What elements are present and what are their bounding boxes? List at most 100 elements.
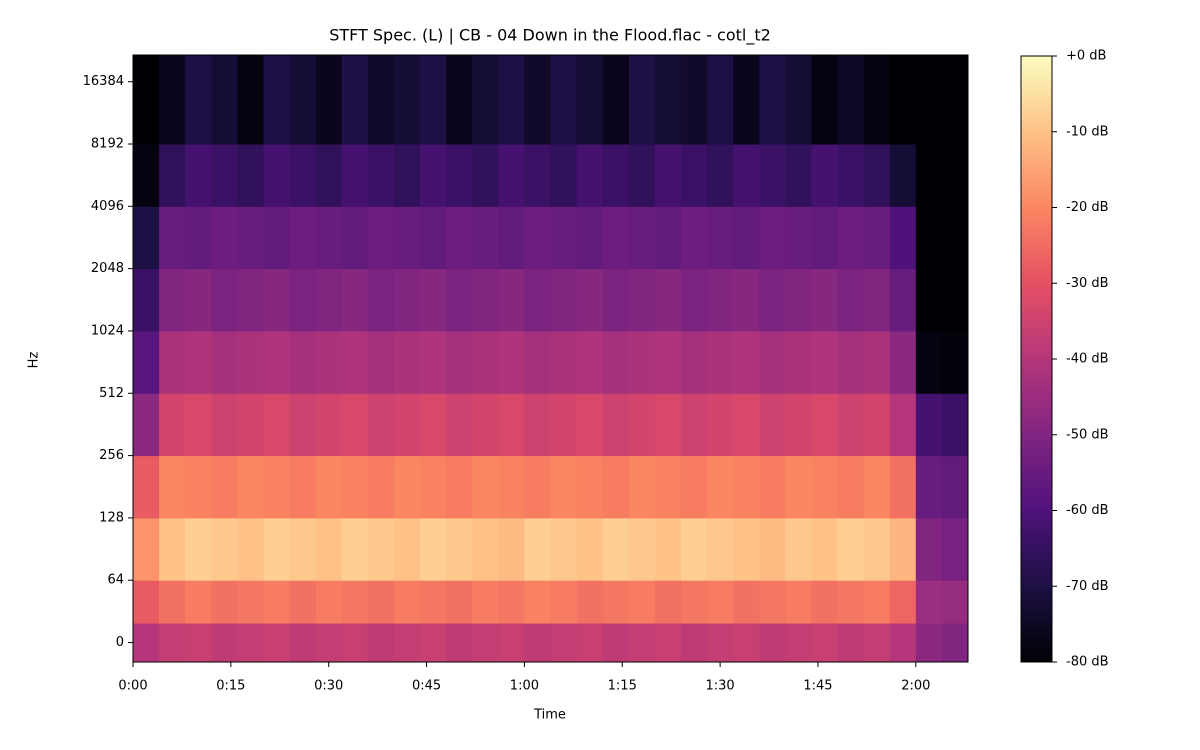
- spectrogram-cell: [680, 206, 708, 270]
- spectrogram-cell: [524, 455, 551, 519]
- spectrogram-cell: [576, 393, 604, 457]
- spectrogram-cell: [498, 144, 525, 207]
- spectrogram-cell: [185, 144, 212, 207]
- spectrogram-cell: [237, 330, 264, 394]
- spectrogram-cell: [707, 206, 734, 270]
- spectrogram-cell: [628, 206, 656, 270]
- spectrogram-cell: [341, 393, 369, 457]
- spectrogram-cell: [863, 206, 891, 270]
- spectrogram-cell: [341, 517, 369, 581]
- spectrogram-cell: [837, 393, 865, 457]
- spectrogram-cell: [733, 206, 760, 270]
- spectrogram-cell: [889, 393, 917, 457]
- spectrogram-cell: [420, 455, 447, 519]
- spectrogram-cell: [550, 206, 578, 270]
- spectrogram-cell: [889, 206, 917, 270]
- spectrogram-cell: [759, 330, 786, 394]
- spectrogram-cell: [289, 393, 317, 457]
- spectrogram-cell: [159, 580, 186, 624]
- spectrogram-cell: [915, 455, 943, 519]
- spectrogram-cell: [211, 580, 238, 624]
- spectrogram-cell: [159, 623, 186, 663]
- spectrogram-cell: [941, 517, 969, 581]
- y-tick-label: 64: [107, 573, 124, 588]
- spectrogram-cell: [446, 268, 473, 332]
- spectrogram-cell: [315, 623, 343, 663]
- spectrogram-cell: [524, 55, 551, 145]
- spectrogram-cell: [785, 623, 812, 663]
- spectrogram-cell: [237, 144, 264, 207]
- spectrogram-cell: [185, 330, 212, 394]
- y-tick-label: 4096: [91, 199, 124, 214]
- spectrogram-cell: [889, 55, 917, 145]
- spectrogram-cell: [654, 268, 682, 332]
- spectrogram-cell: [733, 55, 760, 145]
- spectrogram-cell: [498, 55, 525, 145]
- spectrogram-cell: [289, 55, 317, 145]
- spectrogram-cell: [550, 268, 578, 332]
- spectrogram-cell: [602, 268, 630, 332]
- spectrogram-cell: [811, 206, 839, 270]
- y-tick-label: 1024: [91, 323, 124, 338]
- spectrogram-cell: [263, 517, 291, 581]
- spectrogram-image: [133, 55, 969, 663]
- spectrogram-cell: [315, 144, 343, 207]
- spectrogram-cell: [680, 144, 708, 207]
- spectrogram-cell: [811, 55, 839, 145]
- spectrogram-cell: [472, 580, 499, 624]
- spectrogram-cell: [759, 144, 786, 207]
- spectrogram-cell: [654, 330, 682, 394]
- spectrogram-cell: [811, 268, 839, 332]
- spectrogram-cell: [759, 455, 786, 519]
- spectrogram-cell: [628, 144, 656, 207]
- spectrogram-cell: [707, 330, 734, 394]
- spectrogram-cell: [654, 623, 682, 663]
- spectrogram-cell: [289, 144, 317, 207]
- spectrogram-cell: [941, 206, 969, 270]
- spectrogram-cell: [341, 268, 369, 332]
- spectrogram-cell: [524, 206, 551, 270]
- spectrogram-cell: [289, 268, 317, 332]
- spectrogram-cell: [263, 144, 291, 207]
- spectrogram-cell: [472, 268, 499, 332]
- spectrogram-cell: [576, 455, 604, 519]
- spectrogram-cell: [393, 455, 421, 519]
- x-tick-label: 1:15: [608, 679, 637, 694]
- spectrogram-cell: [863, 330, 891, 394]
- spectrogram-cell: [915, 580, 943, 624]
- spectrogram-cell: [550, 623, 578, 663]
- spectrogram-cell: [733, 393, 760, 457]
- spectrogram-cell: [785, 455, 812, 519]
- spectrogram-cell: [472, 623, 499, 663]
- spectrogram-cell: [889, 580, 917, 624]
- spectrogram-cell: [550, 455, 578, 519]
- spectrogram-cell: [498, 330, 525, 394]
- colorbar-tick-label: -50 dB: [1066, 427, 1109, 442]
- spectrogram-cell: [654, 55, 682, 145]
- y-tick-label: 0: [116, 635, 124, 650]
- spectrogram-cell: [133, 144, 160, 207]
- spectrogram-cell: [133, 623, 160, 663]
- spectrogram-cell: [159, 144, 186, 207]
- spectrogram-cell: [550, 144, 578, 207]
- spectrogram-cell: [367, 580, 395, 624]
- y-tick-label: 512: [99, 386, 124, 401]
- spectrogram-cell: [341, 455, 369, 519]
- colorbar-tick-label: -60 dB: [1066, 503, 1109, 518]
- spectrogram-cell: [759, 623, 786, 663]
- y-tick-label: 128: [99, 510, 124, 525]
- spectrogram-cell: [628, 330, 656, 394]
- spectrogram-cell: [550, 517, 578, 581]
- spectrogram-cell: [576, 144, 604, 207]
- spectrogram-cell: [367, 55, 395, 145]
- spectrogram-cell: [654, 517, 682, 581]
- spectrogram-cell: [550, 393, 578, 457]
- spectrogram-cell: [863, 455, 891, 519]
- spectrogram-cell: [263, 455, 291, 519]
- spectrogram-cell: [889, 330, 917, 394]
- spectrogram-cell: [863, 268, 891, 332]
- spectrogram-cell: [159, 455, 186, 519]
- spectrogram-cell: [680, 330, 708, 394]
- spectrogram-cell: [576, 268, 604, 332]
- spectrogram-cell: [941, 623, 969, 663]
